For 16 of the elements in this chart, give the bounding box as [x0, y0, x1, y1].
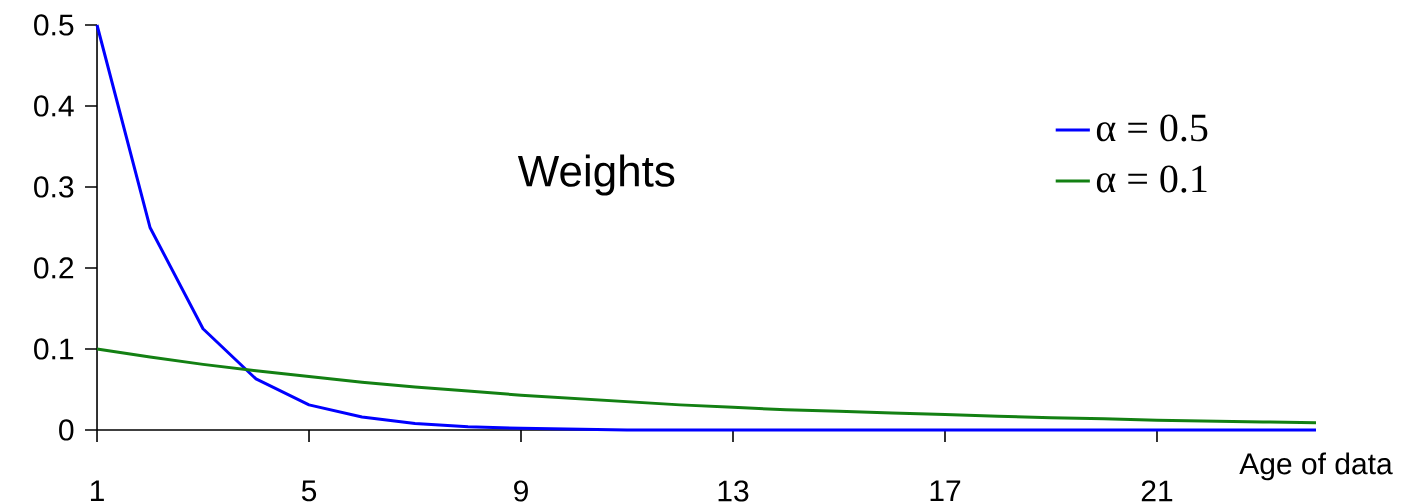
y-tick-label: 0.3 — [34, 176, 74, 198]
x-tick-label: 17 — [930, 480, 961, 502]
legend-label: α = 0.1 — [1096, 165, 1207, 193]
legend-label: α = 0.5 — [1096, 114, 1208, 142]
y-tick-label: 0.1 — [34, 338, 74, 360]
y-tick-label: 0 — [59, 419, 74, 441]
x-tick-label: 21 — [1141, 480, 1173, 502]
text: Weights — [517, 154, 675, 196]
y-tick-label: 0.2 — [34, 257, 74, 279]
x-axis-title: Age of data — [1239, 452, 1393, 481]
x-tick-label: 5 — [301, 480, 317, 502]
x-tick-label: 1 — [90, 480, 104, 502]
x-tick-label: 9 — [514, 480, 528, 502]
x-tick-label: 13 — [718, 480, 749, 502]
y-tick-label: 0.4 — [34, 95, 74, 117]
y-tick-label: 0.5 — [34, 14, 74, 36]
